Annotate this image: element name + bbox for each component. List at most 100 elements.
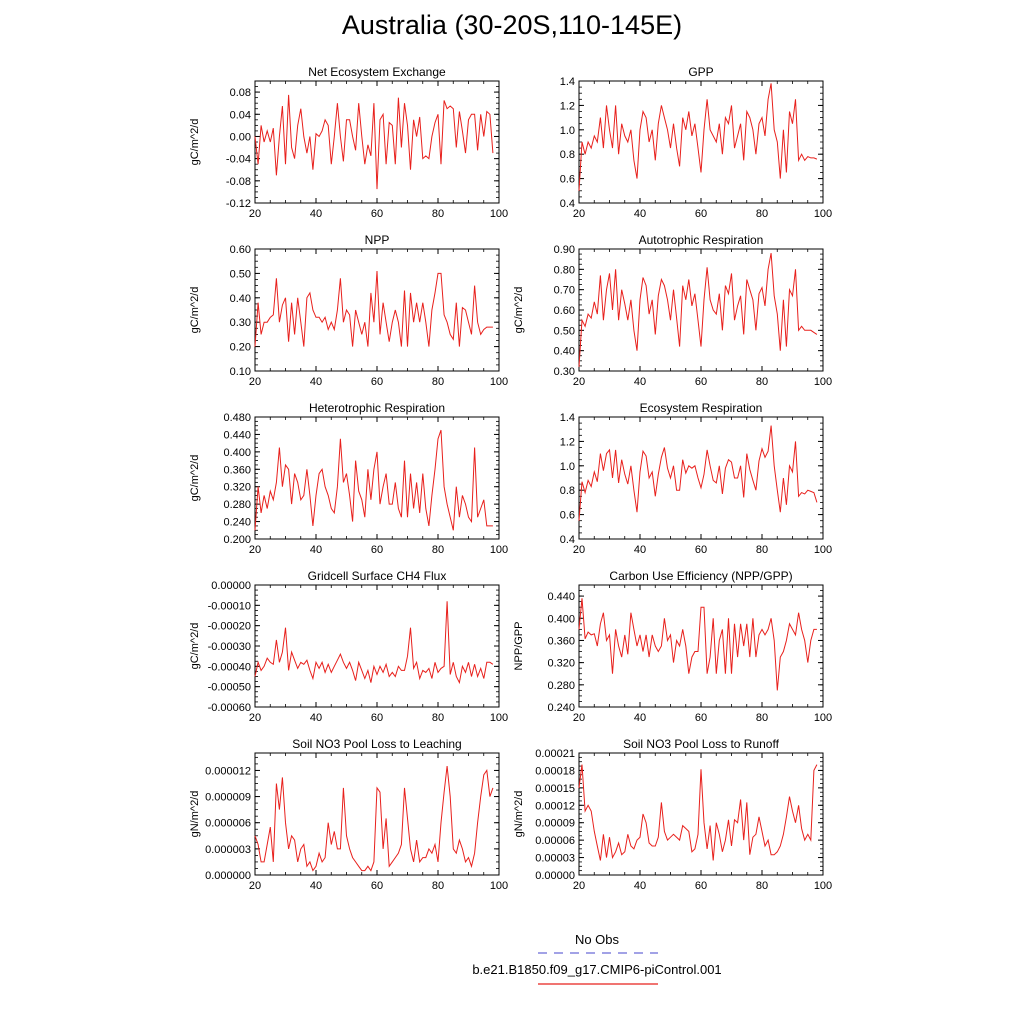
legend: No Obs b.e21.B1850.f09_g17.CMIP6-piContr…: [0, 930, 1024, 990]
y-tick-label: 0.480: [223, 412, 251, 424]
y-tick-label: 0.360: [547, 635, 575, 647]
y-tick-label: 0.6: [560, 510, 575, 522]
x-tick-label: 80: [756, 880, 768, 892]
y-tick-label: 0.00009: [535, 818, 575, 830]
x-tick-label: 100: [814, 208, 832, 220]
y-tick-label: -0.00040: [208, 661, 251, 673]
y-axis-label: gN/m^2/d: [189, 791, 201, 838]
y-tick-label: 0.240: [223, 517, 251, 529]
y-tick-label: 0.00015: [535, 783, 575, 795]
x-tick-label: 100: [490, 880, 508, 892]
x-tick-label: 40: [634, 712, 646, 724]
plot-ecosystem-respiration: Ecosystem Respiration 20 40 60 80 100 0.4 0.6 0.…: [560, 401, 832, 556]
y-axis-label: gC/m^2/d: [189, 623, 201, 670]
y-axis-label: gN/m^2/d: [513, 791, 525, 838]
x-tick-label: 80: [756, 208, 768, 220]
plot-title: Ecosystem Respiration: [640, 401, 763, 415]
y-tick-label: 0.08: [230, 87, 251, 99]
plot-frame: [578, 80, 824, 204]
legend-label-model: b.e21.B1850.f09_g17.CMIP6-piControl.001: [472, 962, 722, 977]
y-tick-label: 0.400: [223, 447, 251, 459]
x-tick-label: 40: [310, 208, 322, 220]
x-tick-label: 80: [756, 712, 768, 724]
y-axis-label: gC/m^2/d: [189, 119, 201, 166]
plot-title: Heterotrophic Respiration: [309, 401, 445, 415]
y-tick-label: 1.2: [560, 100, 575, 112]
plot-soil-no3-pool-loss-to-leaching: Soil NO3 Pool Loss to Leaching 20 40 60 80 10…: [189, 737, 508, 892]
y-tick-label: 0.80: [554, 264, 575, 276]
y-tick-label: -0.08: [226, 176, 251, 188]
y-tick-label: 0.30: [554, 366, 575, 378]
y-tick-label: 0.90: [554, 244, 575, 256]
y-tick-label: -0.00050: [208, 682, 251, 694]
y-tick-label: 0.70: [554, 285, 575, 297]
y-tick-label: 0.60: [230, 244, 251, 256]
series-line: [254, 94, 494, 190]
x-tick-label: 20: [249, 544, 261, 556]
x-tick-label: 60: [371, 544, 383, 556]
x-tick-label: 100: [814, 880, 832, 892]
x-tick-label: 40: [634, 544, 646, 556]
x-tick-label: 60: [695, 208, 707, 220]
x-tick-label: 40: [310, 880, 322, 892]
y-axis-label: gC/m^2/d: [189, 287, 201, 334]
legend-line-model: [538, 983, 658, 985]
plot-title: GPP: [688, 65, 713, 79]
y-tick-label: 0.360: [223, 464, 251, 476]
y-tick-label: 0.440: [223, 429, 251, 441]
y-tick-label: 0.40: [554, 346, 575, 358]
series-line: [254, 766, 494, 872]
x-tick-label: 100: [814, 376, 832, 388]
x-tick-label: 80: [432, 880, 444, 892]
x-tick-label: 80: [756, 544, 768, 556]
x-tick-label: 20: [573, 712, 585, 724]
plot-frame: [578, 584, 824, 708]
plot-frame: [254, 584, 500, 708]
y-tick-label: 0.30: [230, 317, 251, 329]
y-tick-label: 0.50: [554, 325, 575, 337]
plot-npp: NPP 20 40 60 80 100 0.10 0.20 0.30 0.40 0.50 0.60 gC…: [189, 233, 508, 388]
x-tick-label: 20: [249, 880, 261, 892]
plot-gridcell-surface-ch4-flux: Gridcell Surface CH4 Flux 20 40 60 80 100 -0.0…: [189, 569, 508, 724]
x-tick-label: 60: [695, 544, 707, 556]
y-tick-label: 0.00003: [535, 853, 575, 865]
y-axis-label: gC/m^2/d: [513, 287, 525, 334]
plot-gpp: GPP 20 40 60 80 100 0.4 0.6 0.8 1.0 1.2 1.4: [560, 65, 832, 220]
y-tick-label: 0.10: [230, 366, 251, 378]
y-tick-label: -0.00020: [208, 621, 251, 633]
y-tick-label: 0.280: [547, 680, 575, 692]
y-tick-label: 0.000012: [205, 765, 251, 777]
series-line: [578, 425, 818, 521]
y-tick-label: 0.440: [547, 591, 575, 603]
series-line: [578, 598, 817, 691]
x-tick-label: 40: [310, 376, 322, 388]
x-tick-label: 100: [490, 544, 508, 556]
y-tick-label: 0.200: [223, 534, 251, 546]
y-tick-label: 0.40: [230, 293, 251, 305]
plot-title: NPP: [365, 233, 390, 247]
x-tick-label: 20: [573, 880, 585, 892]
y-tick-label: 0.4: [560, 198, 575, 210]
y-tick-label: -0.00010: [208, 600, 251, 612]
plot-frame: [254, 416, 500, 540]
x-tick-label: 60: [695, 376, 707, 388]
y-tick-label: 1.4: [560, 412, 575, 424]
y-tick-label: 0.000003: [205, 844, 251, 856]
series-line: [254, 601, 494, 685]
y-tick-label: 0.000009: [205, 792, 251, 804]
y-tick-label: 0.00: [230, 131, 251, 143]
x-tick-label: 60: [695, 880, 707, 892]
y-tick-label: 0.00012: [535, 800, 575, 812]
plot-title: Soil NO3 Pool Loss to Leaching: [292, 737, 461, 751]
plot-title: Autotrophic Respiration: [639, 233, 764, 247]
plot-carbon-use-efficiency-npp-gpp: Carbon Use Efficiency (NPP/GPP) 20 40 60 80 1…: [513, 569, 832, 724]
plot-title: Net Ecosystem Exchange: [308, 65, 446, 79]
x-tick-label: 100: [490, 208, 508, 220]
y-tick-label: 0.04: [230, 109, 251, 121]
y-tick-label: -0.04: [226, 154, 251, 166]
y-tick-label: 0.8: [560, 149, 575, 161]
plot-net-ecosystem-exchange: Net Ecosystem Exchange 20 40 60 80 100 -0.12 -0…: [189, 65, 508, 220]
y-tick-label: 0.60: [554, 305, 575, 317]
x-tick-label: 40: [634, 208, 646, 220]
